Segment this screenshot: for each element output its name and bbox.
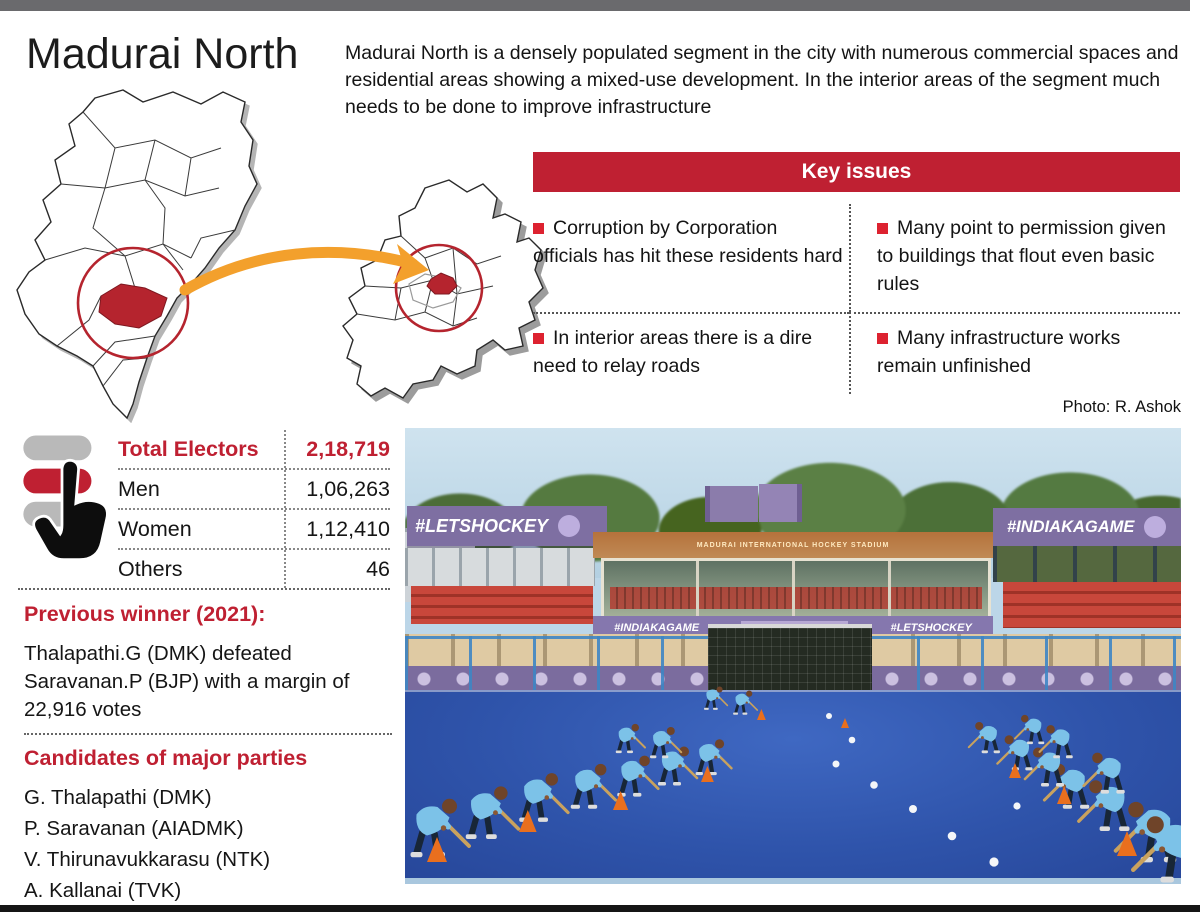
highlighted-segment [426,272,458,295]
glass-pane-divider [792,561,795,619]
candidate-item: P. Saravanan (AIADMK) [24,817,244,840]
strip-text: #INDIAKAGAME [614,622,700,634]
previous-winner-heading: Previous winner (2021): [24,602,266,626]
key-issues-grid: Corruption by Corporation officials has … [533,204,1180,394]
glass-pane-divider [888,561,891,619]
elector-value: 1,06,263 [284,470,390,508]
square-bullet-icon [877,223,888,234]
hockey-players-graphic [405,685,1181,884]
table-row: Others 46 [118,550,390,588]
key-issues-section: Key issues Corruption by Corporation off… [533,152,1180,394]
key-issue-item: Many point to permission given to buildi… [849,204,1180,312]
table-row: Total Electors 2,18,719 [118,430,390,470]
elector-label: Women [118,516,192,541]
stadium-name-text: MADURAI INTERNATIONAL HOCKEY STADIUM [696,541,890,549]
highlighted-district [98,283,168,329]
photo-roof-decor [759,484,802,522]
intro-paragraph: Madurai North is a densely populated seg… [345,42,1179,118]
banner-text: #INDIAKAGAME [1007,517,1135,536]
elector-label: Others [118,556,183,581]
strip-text: #LETSHOCKEY [890,622,972,634]
hashtag-banner-left: #LETSHOCKEY [407,506,607,546]
photo-red-seats-right [1003,582,1181,628]
section-divider [24,733,392,735]
candidates-list: G. Thalapathi (DMK) P. Saravanan (AIADMK… [24,782,384,906]
photo-roof-decor [705,486,758,522]
state-highlight-circle [76,246,190,360]
constituency-locator-map [16,89,544,420]
key-issue-item: In interior areas there is a dire need t… [533,312,849,394]
electors-table: Total Electors 2,18,719 Men 1,06,263 Wom… [118,430,390,588]
hockey-balls [826,713,1021,867]
key-issue-item: Many infrastructure works remain unfinis… [849,312,1180,394]
key-issue-text: Corruption by Corporation officials has … [533,217,843,267]
key-issue-text: Many point to permission given to buildi… [877,217,1166,295]
banner-text: #LETSHOCKEY [415,515,549,536]
key-issue-text: Many infrastructure works remain unfinis… [877,327,1121,377]
square-bullet-icon [533,333,544,344]
hockey-goal [708,624,872,698]
photo-right-stand-structure [993,546,1181,582]
locator-arrow-head [393,244,429,284]
state-map-outline [16,89,258,420]
top-rule-bar [0,0,1190,11]
mascot-icon [1144,516,1167,538]
city-area-outline [408,273,462,309]
district-highlight-circle [394,243,484,333]
section-divider [18,588,390,590]
turf-bottom-edge [405,878,1181,884]
elector-value: 2,18,719 [284,430,390,468]
stadium-photo: #LETSHOCKEY #INDIAKAGAME MADURAI INTERNA… [405,428,1181,884]
elector-label: Men [118,476,160,501]
candidates-heading: Candidates of major parties [24,746,308,770]
elector-value: 46 [284,550,390,588]
candidate-item: V. Thirunavukkarasu (NTK) [24,848,271,871]
stadium-name-band: MADURAI INTERNATIONAL HOCKEY STADIUM [593,532,993,558]
elector-label: Total Electors [118,436,259,461]
table-row: Women 1,12,410 [118,510,390,550]
voting-button-hand-icon [23,435,108,562]
table-row: Men 1,06,263 [118,470,390,510]
hashtag-banner-right: #INDIAKAGAME [993,508,1181,546]
photo-credit: Photo: R. Ashok [1062,398,1181,416]
key-issue-text: In interior areas there is a dire need t… [533,327,813,377]
elector-value: 1,12,410 [284,510,390,548]
square-bullet-icon [877,333,888,344]
glass-pane-divider [696,561,699,619]
square-bullet-icon [533,223,544,234]
pavilion-glass [601,558,991,619]
photo-left-stand-wall [405,548,595,586]
candidate-item: A. Kallanai (TVK) [24,879,182,902]
photo-red-seats-left [411,586,593,624]
candidate-item: G. Thalapathi (DMK) [24,786,212,809]
state-district-borders [44,111,236,387]
key-issue-item: Corruption by Corporation officials has … [533,204,849,312]
key-issues-banner: Key issues [533,152,1180,192]
mascot-icon [558,515,581,537]
previous-winner-text: Thalapathi.G (DMK) defeated Saravanan.P … [24,642,350,721]
page-title: Madurai North [26,30,299,78]
locator-arrow [179,246,419,296]
pavilion-inner-seats [610,587,982,609]
bottom-rule-bar [0,905,1200,912]
